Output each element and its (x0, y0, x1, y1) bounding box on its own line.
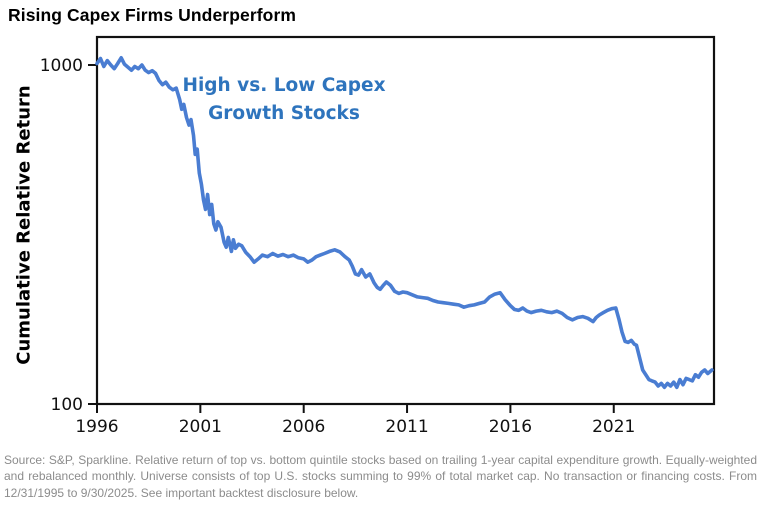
series-annotation-line2: Growth Stocks (208, 103, 360, 124)
source-note: Source: S&P, Sparkline. Relative return … (4, 453, 757, 500)
axis-ticks (88, 64, 615, 413)
series-annotation-line1: High vs. Low Capex (182, 75, 386, 96)
series-annotation: High vs. Low Capex Growth Stocks (182, 72, 385, 128)
axis-tick-labels: 1996 2001 2006 2011 2016 2021 100 1000 (40, 56, 636, 437)
x-tick-label: 2011 (385, 417, 428, 437)
x-tick-label: 2016 (489, 417, 532, 437)
x-tick-label: 1996 (75, 417, 118, 437)
capex-relative-return-line (95, 55, 714, 390)
x-tick-label: 2006 (282, 417, 325, 437)
plot-frame (95, 35, 716, 406)
plot-area: 1996 2001 2006 2011 2016 2021 100 1000 (40, 35, 716, 437)
page-title: Rising Capex Firms Underperform (8, 5, 297, 25)
y-tick-label: 1000 (40, 56, 83, 76)
y-tick-label: 100 (51, 395, 83, 415)
x-tick-label: 2001 (179, 417, 222, 437)
x-tick-label: 2021 (592, 417, 635, 437)
